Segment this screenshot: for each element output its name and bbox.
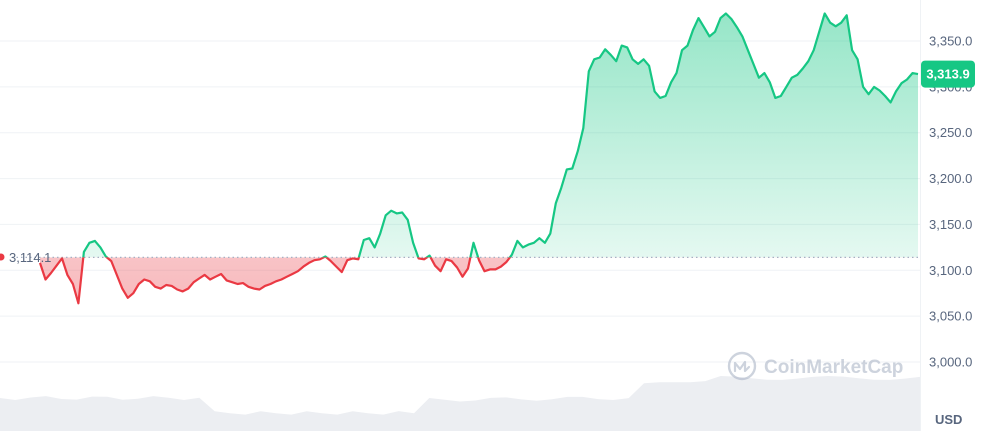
volume-area	[0, 376, 920, 431]
watermark: CoinMarketCap	[727, 351, 903, 381]
area-fill-above-baseline	[83, 13, 918, 258]
baseline-marker: 3,114.1	[0, 250, 51, 265]
watermark-text: CoinMarketCap	[764, 357, 903, 378]
coinmarketcap-logo-icon	[727, 351, 757, 381]
y-tick-label: 3,350.0	[929, 34, 972, 49]
area-fill-below-baseline	[40, 257, 918, 304]
y-tick-label: 3,150.0	[929, 217, 972, 232]
current-price-label: 3,313.9	[926, 67, 969, 82]
y-tick-label: 3,050.0	[929, 309, 972, 324]
current-price-badge: 3,313.9	[921, 60, 975, 88]
price-line-up-segment	[61, 12, 919, 258]
baseline-label: 3,114.1	[9, 250, 51, 265]
y-tick-label: 3,100.0	[929, 263, 972, 278]
y-tick-label: 3,250.0	[929, 125, 972, 140]
y-tick-label: 3,000.0	[929, 355, 972, 370]
y-tick-label: 3,200.0	[929, 171, 972, 186]
current-price-badge-background	[921, 60, 975, 88]
currency-unit-label: USD	[935, 412, 962, 427]
baseline-dot-icon	[0, 253, 5, 261]
price-line-down-segment	[38, 257, 512, 305]
